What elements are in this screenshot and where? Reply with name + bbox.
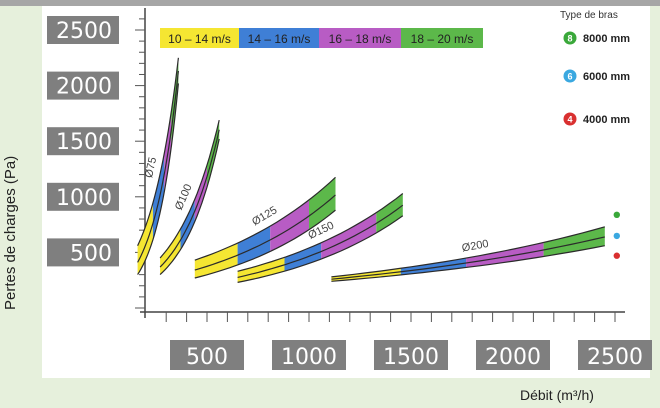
y-tick-label: 2500 xyxy=(56,19,112,44)
diameter-label: Ø200 xyxy=(461,238,490,255)
velocity-legend-label: 10 – 14 m/s xyxy=(168,32,231,46)
y-tick-box xyxy=(47,71,119,100)
arm-type-badge-number: 6 xyxy=(567,71,572,81)
top-bar xyxy=(0,0,660,6)
x-tick-box xyxy=(170,340,244,370)
velocity-legend-swatch xyxy=(319,28,401,48)
curve-band-segment xyxy=(376,193,403,233)
curve-band-segment xyxy=(270,199,309,252)
x-tick-box xyxy=(272,340,346,370)
curve-line xyxy=(137,83,179,275)
curve-band-segment xyxy=(321,212,377,259)
x-tick-box xyxy=(578,340,652,370)
y-tick-label: 1500 xyxy=(56,130,112,155)
x-tick-label: 1500 xyxy=(383,345,439,370)
arm-4000-dot xyxy=(613,252,620,259)
x-tick-label: 2500 xyxy=(587,345,643,370)
arm-6000-dot xyxy=(613,232,620,240)
velocity-legend-label: 14 – 16 m/s xyxy=(248,32,311,46)
curve-band-segment xyxy=(137,203,153,275)
curve-line xyxy=(331,226,605,278)
x-tick-label: 2000 xyxy=(485,345,541,370)
curve-band-segment xyxy=(180,199,195,250)
x-tick-label: 500 xyxy=(186,345,228,370)
curve-line xyxy=(331,236,605,280)
x-axis-label: Débit (m³/h) xyxy=(520,387,594,403)
y-tick-label: 2000 xyxy=(56,75,112,100)
arm-8000-dot xyxy=(613,211,620,219)
velocity-legend-swatch xyxy=(239,28,319,48)
x-tick-label: 1000 xyxy=(281,345,337,370)
curve-band-segment xyxy=(160,229,181,275)
curve-band-segment xyxy=(152,154,165,240)
curve-band-segment xyxy=(194,243,238,278)
curve-line xyxy=(331,245,605,282)
arm-type-badge-number: 8 xyxy=(567,33,572,43)
curve-line xyxy=(237,215,404,283)
arm-type-label: 8000 mm xyxy=(583,33,630,45)
arm-type-badge xyxy=(563,31,577,45)
plot-area xyxy=(42,6,650,378)
arm-type-badge-number: 4 xyxy=(567,114,572,124)
curve-band-segment xyxy=(284,242,322,272)
velocity-legend-swatch xyxy=(401,28,483,48)
velocity-legend-swatch xyxy=(160,28,239,48)
velocity-legend-label: 16 – 18 m/s xyxy=(329,32,392,46)
y-tick-label: 500 xyxy=(70,241,112,266)
x-tick-box xyxy=(374,340,448,370)
y-tick-box xyxy=(47,238,119,267)
curve-line xyxy=(137,57,179,246)
y-tick-label: 1000 xyxy=(56,186,112,211)
curve-line xyxy=(237,193,404,272)
curve-band-segment xyxy=(309,177,336,230)
curve-line xyxy=(194,209,336,279)
curve-line xyxy=(194,176,336,261)
arm-type-badge xyxy=(563,112,577,126)
arm-type-badge xyxy=(563,69,577,83)
curve-line xyxy=(137,70,179,263)
y-tick-box xyxy=(47,127,119,156)
y-tick-box xyxy=(47,182,119,211)
curve-line xyxy=(159,129,220,268)
arm-type-label: 6000 mm xyxy=(583,71,630,83)
curve-band-segment xyxy=(543,226,605,257)
y-tick-box xyxy=(47,16,119,44)
x-tick-box xyxy=(476,340,550,370)
arm-type-label: 4000 mm xyxy=(583,114,630,126)
curve-band-segment xyxy=(400,258,467,275)
arm-types-title: Type de bras xyxy=(560,10,618,21)
curve-line xyxy=(159,138,220,276)
diameter-label: Ø75 xyxy=(143,156,159,179)
velocity-legend-label: 18 – 20 m/s xyxy=(411,32,474,46)
curve-line xyxy=(159,119,220,259)
curve-line xyxy=(237,204,404,278)
curve-line xyxy=(194,194,336,271)
curve-band-segment xyxy=(237,257,285,283)
curve-band-segment xyxy=(237,226,271,265)
curve-band-segment xyxy=(466,242,544,268)
